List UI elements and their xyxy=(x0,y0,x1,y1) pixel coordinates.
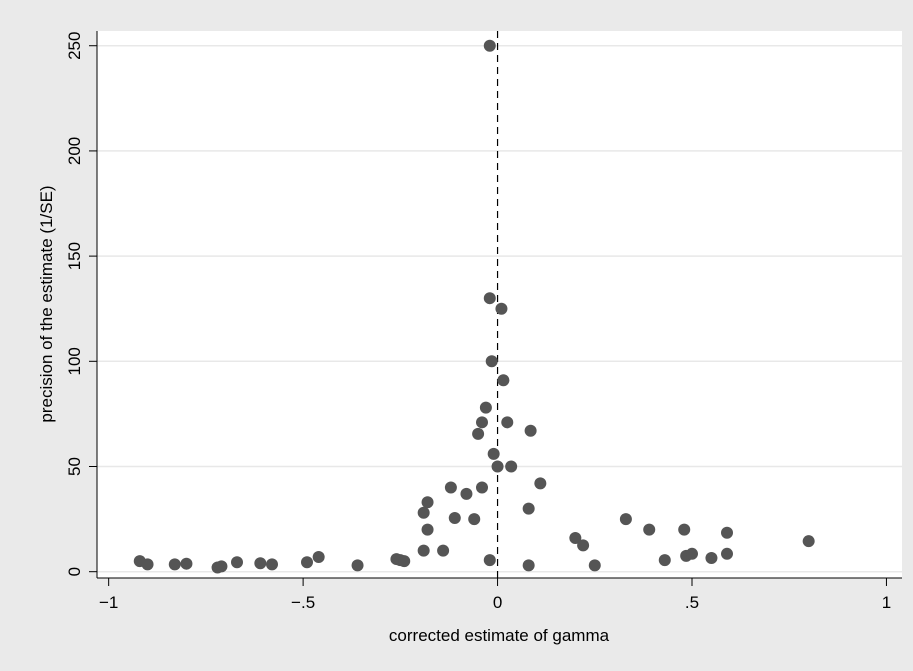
data-point xyxy=(351,559,364,572)
data-point xyxy=(301,556,313,569)
data-point xyxy=(522,559,535,572)
data-point xyxy=(215,560,228,573)
y-tick-label: 0 xyxy=(65,567,84,576)
data-point xyxy=(485,355,498,368)
data-point xyxy=(472,427,485,440)
data-point xyxy=(231,556,243,569)
data-point xyxy=(460,487,473,500)
data-point xyxy=(421,523,434,536)
data-point xyxy=(168,558,181,571)
grid-lines xyxy=(97,44,902,573)
data-point xyxy=(522,502,535,515)
data-point xyxy=(658,554,671,567)
data-point xyxy=(468,513,481,526)
data-point xyxy=(497,374,510,387)
x-tick-label: 0 xyxy=(493,593,502,612)
y-tick-label: 200 xyxy=(65,137,84,165)
data-point xyxy=(686,547,698,560)
data-point xyxy=(491,460,504,473)
y-tick-label: 150 xyxy=(65,242,84,270)
data-point xyxy=(588,559,601,572)
y-axis-ticks: 0 50 100 150 200 250 xyxy=(65,32,97,576)
data-point xyxy=(141,558,154,571)
y-tick-label: 50 xyxy=(65,457,84,476)
data-point xyxy=(678,523,691,536)
data-point xyxy=(487,447,500,460)
x-axis-ticks: −1 −.5 0 .5 1 xyxy=(99,578,891,612)
data-point xyxy=(483,554,496,567)
y-tick-label: 100 xyxy=(65,347,84,375)
data-point xyxy=(448,512,461,525)
x-tick-label: 1 xyxy=(882,593,891,612)
data-point xyxy=(476,416,488,429)
data-point xyxy=(577,539,590,552)
data-point xyxy=(266,558,278,571)
data-point xyxy=(501,416,514,429)
data-points xyxy=(133,39,815,574)
data-point xyxy=(437,544,450,557)
x-tick-label: −1 xyxy=(99,593,118,612)
data-point xyxy=(505,460,518,473)
x-tick-label: −.5 xyxy=(291,593,315,612)
data-point xyxy=(619,513,632,526)
data-point xyxy=(495,302,508,315)
data-point xyxy=(479,401,492,414)
data-point xyxy=(705,552,718,565)
data-point xyxy=(483,292,496,305)
data-point xyxy=(643,523,656,536)
x-tick-label: .5 xyxy=(685,593,699,612)
data-point xyxy=(569,532,582,545)
data-point xyxy=(312,550,325,563)
y-axis-title: precision of the estimate (1/SE) xyxy=(37,185,56,422)
data-point xyxy=(254,557,267,570)
data-point xyxy=(721,526,733,539)
data-point xyxy=(444,481,457,494)
y-tick-label: 250 xyxy=(65,32,84,60)
data-point xyxy=(476,481,488,494)
data-point xyxy=(180,557,193,570)
data-point xyxy=(417,544,430,557)
data-point xyxy=(802,535,815,548)
data-point xyxy=(524,424,537,437)
data-point xyxy=(421,496,434,509)
data-point xyxy=(483,39,496,52)
x-axis-title: corrected estimate of gamma xyxy=(389,626,610,645)
data-point xyxy=(417,506,430,519)
data-point xyxy=(721,547,733,560)
data-point xyxy=(534,477,547,490)
data-point xyxy=(398,555,411,568)
